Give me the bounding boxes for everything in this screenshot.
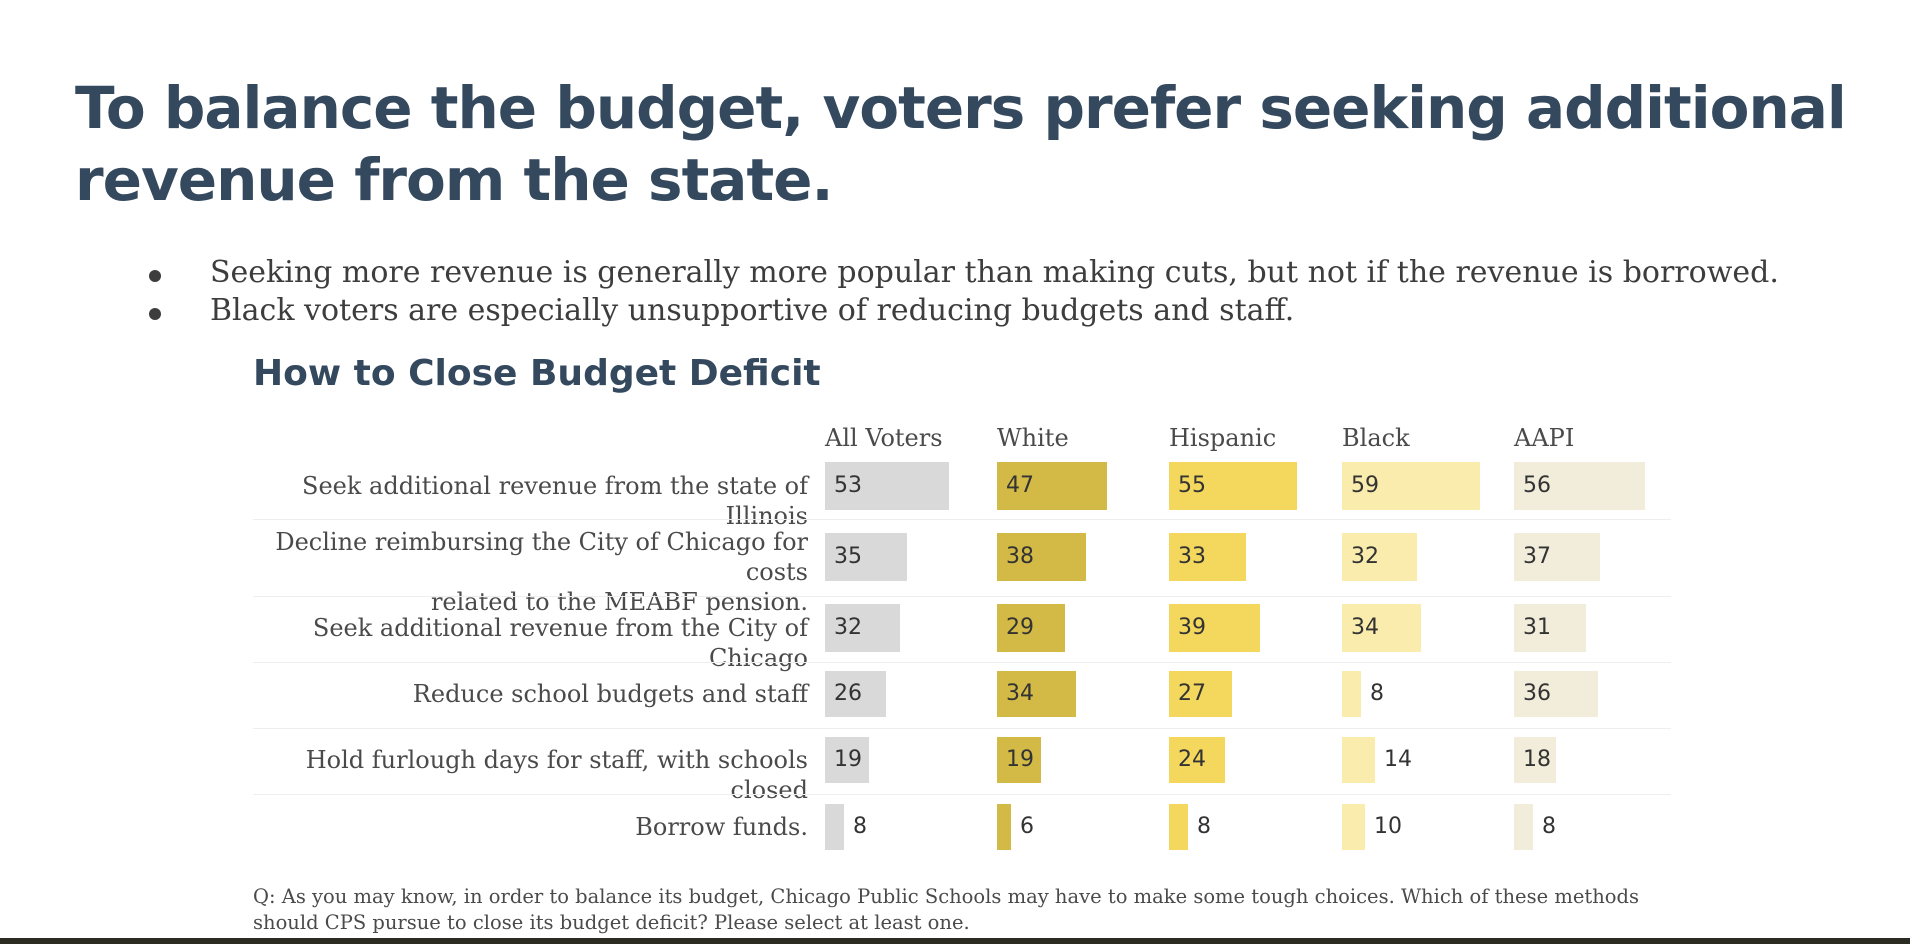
bottom-edge-strip	[0, 938, 1910, 944]
bar	[1514, 737, 1556, 783]
slide-title: To balance the budget, voters prefer see…	[75, 74, 1847, 214]
data-label: 14	[1384, 747, 1412, 772]
bar	[997, 737, 1041, 783]
bar	[997, 533, 1086, 581]
row-separator	[253, 519, 1671, 520]
bar	[825, 671, 886, 717]
row-label: Reduce school budgets and staff	[412, 680, 808, 708]
row-separator	[253, 596, 1671, 597]
data-label: 53	[834, 473, 862, 498]
bar	[1342, 533, 1417, 581]
bullet-text: Seeking more revenue is generally more p…	[210, 255, 1779, 290]
bar	[1342, 804, 1365, 850]
bar	[1169, 533, 1246, 581]
data-label: 19	[1006, 747, 1034, 772]
data-label: 24	[1178, 747, 1206, 772]
bar	[1514, 671, 1598, 717]
row-label: Seek additional revenue from the City of…	[312, 614, 808, 672]
row-label: Seek additional revenue from the state o…	[302, 472, 808, 530]
column-header: All Voters	[825, 424, 943, 452]
data-label: 31	[1523, 615, 1551, 640]
bullet-list: Seeking more revenue is generally more p…	[140, 254, 1900, 330]
data-label: 18	[1523, 747, 1551, 772]
bar	[997, 462, 1107, 510]
bar	[825, 737, 869, 783]
bullet-item: Seeking more revenue is generally more p…	[140, 254, 1900, 292]
row-label: Decline reimbursing the City of Chicago …	[275, 528, 808, 616]
data-label: 8	[1197, 814, 1211, 839]
bar	[1514, 462, 1645, 510]
bar	[1342, 462, 1480, 510]
bar	[825, 533, 907, 581]
data-label: 34	[1351, 615, 1379, 640]
data-label: 59	[1351, 473, 1379, 498]
row-separator	[253, 728, 1671, 729]
data-label: 29	[1006, 615, 1034, 640]
chart-title: How to Close Budget Deficit	[253, 353, 821, 394]
data-label: 56	[1523, 473, 1551, 498]
survey-question-footnote: Q: As you may know, in order to balance …	[253, 885, 1639, 934]
data-label: 8	[853, 814, 867, 839]
column-header: White	[997, 424, 1069, 452]
data-label: 47	[1006, 473, 1034, 498]
data-label: 38	[1006, 544, 1034, 569]
bar	[825, 804, 844, 850]
column-header: Hispanic	[1169, 424, 1277, 452]
data-label: 32	[834, 615, 862, 640]
data-label: 39	[1178, 615, 1206, 640]
data-label: 32	[1351, 544, 1379, 569]
bar	[1514, 533, 1600, 581]
row-label: Hold furlough days for staff, with schoo…	[305, 746, 808, 804]
row-separator	[253, 794, 1671, 795]
data-label: 55	[1178, 473, 1206, 498]
data-label: 26	[834, 681, 862, 706]
data-label: 19	[834, 747, 862, 772]
data-label: 34	[1006, 681, 1034, 706]
bar	[1514, 604, 1586, 652]
column-header: AAPI	[1514, 424, 1575, 452]
bar	[1169, 671, 1232, 717]
bar	[1169, 804, 1188, 850]
bar	[825, 604, 900, 652]
row-label: Borrow funds.	[635, 813, 808, 841]
bar	[1169, 462, 1297, 510]
data-label: 33	[1178, 544, 1206, 569]
data-label: 8	[1542, 814, 1556, 839]
bullet-item: Black voters are especially unsupportive…	[140, 292, 1900, 330]
bar	[1514, 804, 1533, 850]
data-label: 8	[1370, 681, 1384, 706]
column-header: Black	[1342, 424, 1410, 452]
data-label: 10	[1374, 814, 1402, 839]
bar	[1342, 737, 1375, 783]
bar	[1342, 671, 1361, 717]
data-label: 6	[1020, 814, 1034, 839]
bar	[1169, 604, 1260, 652]
bullet-dot-icon	[149, 270, 161, 282]
bar	[825, 462, 949, 510]
bar	[997, 671, 1076, 717]
bar	[1169, 737, 1225, 783]
data-label: 27	[1178, 681, 1206, 706]
bullet-text: Black voters are especially unsupportive…	[210, 293, 1295, 328]
bar	[997, 604, 1065, 652]
bullet-dot-icon	[149, 308, 161, 320]
data-label: 36	[1523, 681, 1551, 706]
bar	[997, 804, 1011, 850]
data-label: 37	[1523, 544, 1551, 569]
data-label: 35	[834, 544, 862, 569]
bar	[1342, 604, 1421, 652]
row-separator	[253, 662, 1671, 663]
